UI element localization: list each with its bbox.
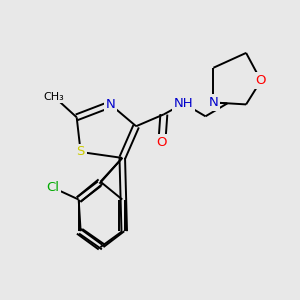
Text: O: O	[256, 74, 266, 87]
Text: N: N	[106, 98, 115, 111]
Text: O: O	[157, 136, 167, 148]
Text: NH: NH	[174, 97, 194, 110]
Text: Cl: Cl	[46, 181, 59, 194]
Text: S: S	[76, 146, 85, 158]
Text: CH₃: CH₃	[44, 92, 64, 101]
Text: N: N	[208, 96, 218, 109]
